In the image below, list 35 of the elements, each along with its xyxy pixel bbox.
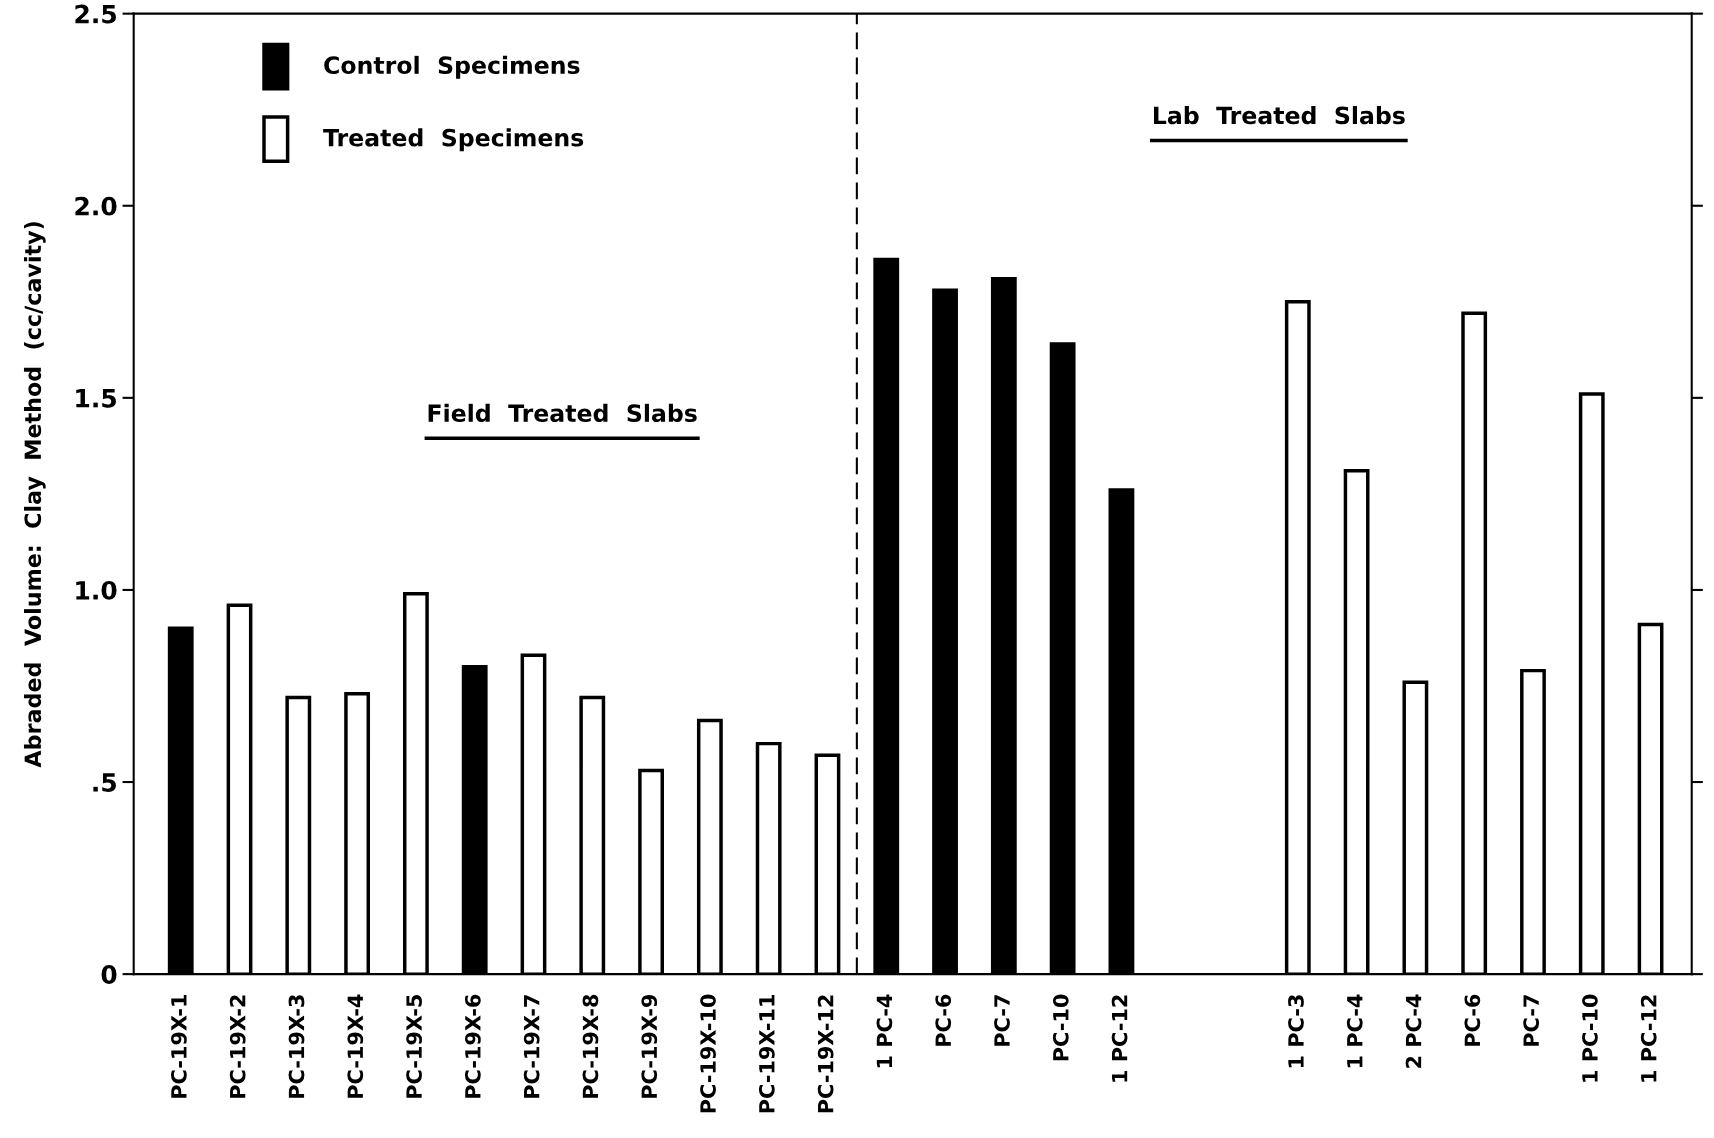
- x-tick-label: PC-7: [994, 995, 1010, 1046]
- x-tick-label: 1 PC-10: [1582, 994, 1598, 1082]
- x-tick-label: PC-19X-8: [582, 994, 599, 1098]
- x-tick-label: PC-10: [1052, 994, 1069, 1061]
- x-tick-label: PC-19X-3: [288, 995, 305, 1098]
- x-tick-label: PC-19X-2: [229, 995, 246, 1098]
- legend-label: Control Specimens: [324, 55, 580, 79]
- x-tick-label: PC-19X-12: [817, 995, 834, 1113]
- x-tick-label: PC-19X-10: [700, 994, 716, 1113]
- x-tick-label: PC-19X-9: [641, 994, 658, 1098]
- x-tick-label: PC-6: [935, 994, 952, 1046]
- annotation: Field Treated Slabs: [428, 403, 697, 423]
- x-tick-label: 2 PC-4: [1405, 994, 1422, 1068]
- y-tick-label: 1.5: [76, 389, 116, 408]
- x-tick-label: 1 PC-12: [1111, 995, 1128, 1082]
- x-tick-label: PC-6: [1464, 994, 1481, 1046]
- legend-label: Treated Specimens: [323, 128, 584, 152]
- x-tick-label: PC-19X-7: [523, 995, 540, 1098]
- y-tick-label: 2.5: [75, 4, 116, 24]
- x-tick-label: PC-19X-11: [758, 995, 775, 1113]
- x-tick-label: PC-19X-1: [171, 995, 187, 1098]
- y-tick-label: 1.0: [76, 580, 117, 600]
- x-tick-label: 1 PC-12: [1640, 995, 1657, 1082]
- x-tick-label: PC-7: [1523, 995, 1540, 1046]
- x-tick-label: PC-19X-4: [347, 994, 364, 1098]
- x-tick-label: 1 PC-4: [1346, 994, 1363, 1068]
- annotation: Lab Treated Slabs: [1153, 106, 1405, 125]
- y-axis-title: Abraded Volume: Clay Method (cc/cavity): [23, 222, 46, 768]
- x-tick-label: 1 PC-3: [1288, 995, 1304, 1068]
- x-tick-label: PC-19X-6: [464, 994, 481, 1098]
- x-tick-label: PC-19X-5: [406, 995, 422, 1098]
- x-tick-label: 1 PC-4: [876, 994, 893, 1068]
- y-tick-label: 0: [101, 965, 117, 984]
- y-tick-label: .5: [93, 773, 116, 792]
- y-tick-label: 2.0: [75, 196, 117, 216]
